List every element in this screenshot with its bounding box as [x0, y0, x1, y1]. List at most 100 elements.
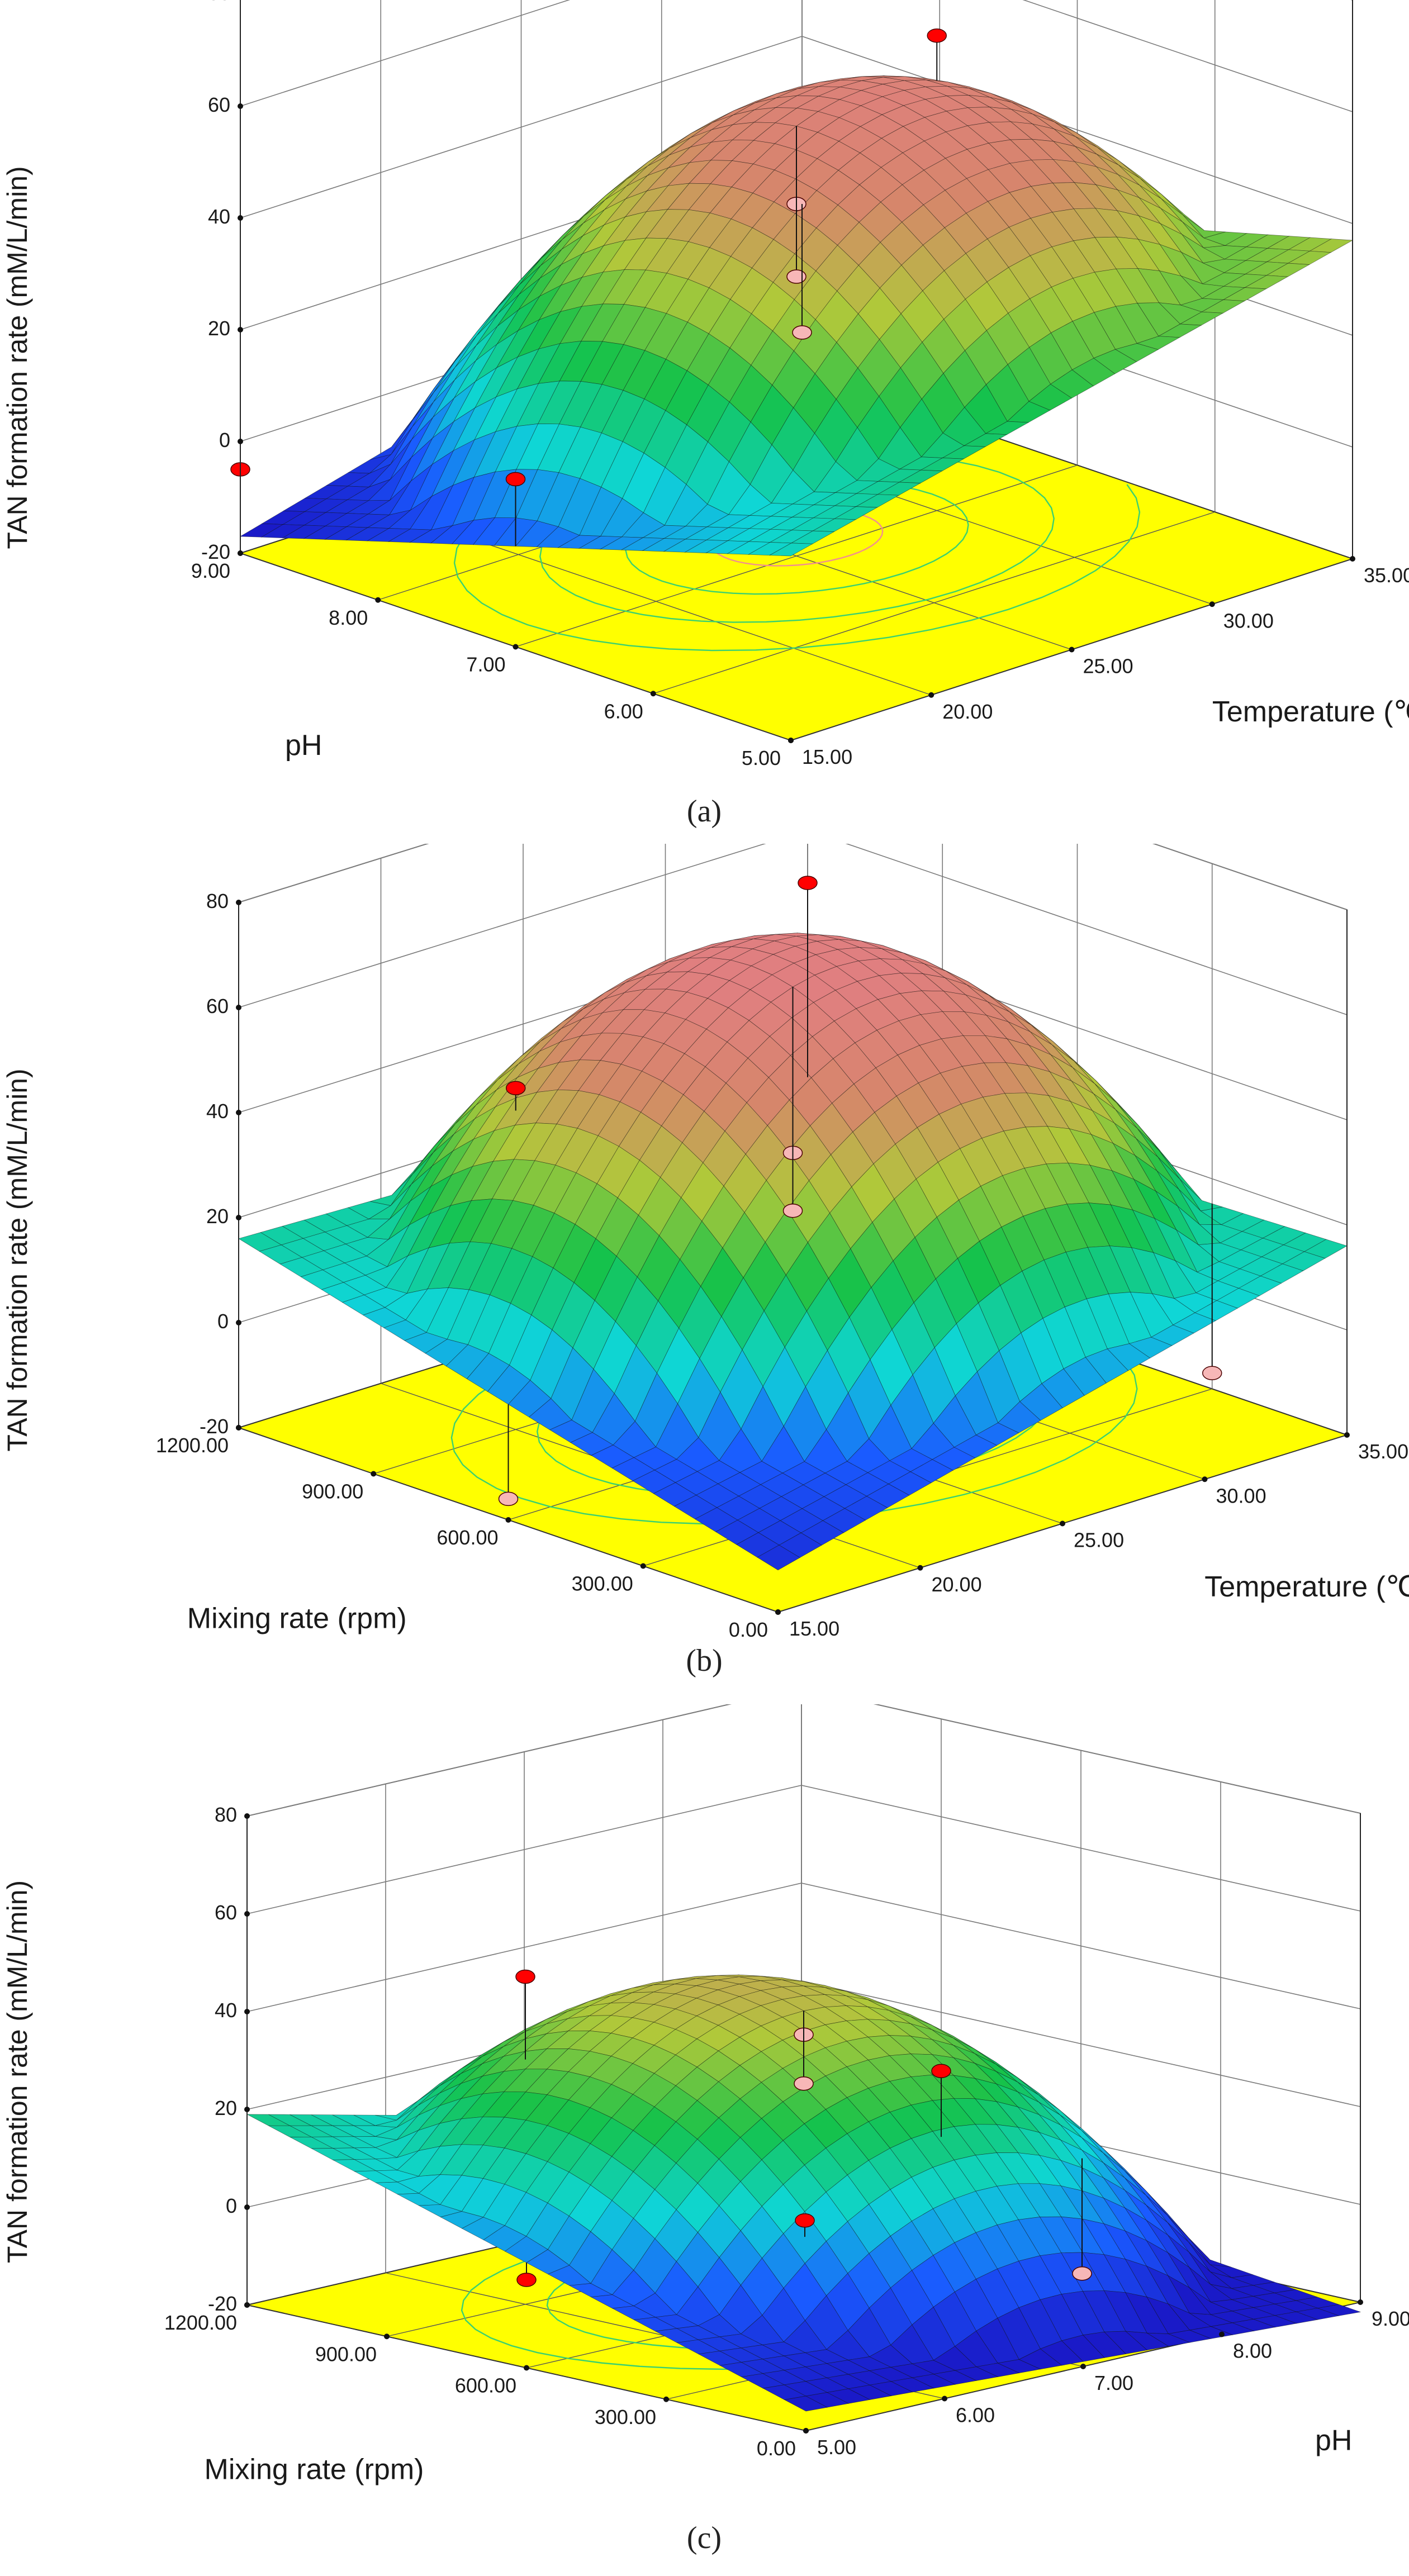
y-tick	[663, 2396, 669, 2402]
z-tick-label: 60	[208, 93, 230, 116]
z-axis: 80 60 40 20 0 -20	[208, 1803, 250, 2315]
x-tick-label: 20.00	[932, 1573, 982, 1596]
design-point	[506, 1081, 526, 1095]
floor-gridline	[515, 464, 1078, 648]
y-tick-label: 6.00	[604, 700, 643, 723]
surface-cell	[784, 2396, 828, 2412]
design-point	[1202, 1366, 1222, 1381]
chart-panel-b: 80 60 40 20 0 -20 TAN formation rate (mM/L/min…	[2, 844, 1409, 1678]
x-tick-label: 15.00	[789, 1617, 839, 1640]
y-tick	[244, 2302, 250, 2308]
y-tick	[371, 1471, 377, 1477]
z-tick-label: 40	[208, 205, 230, 228]
x-tick-label: 35.00	[1364, 564, 1409, 587]
x-axis: 15.00 20.00 25.00 30.00 35.00 Temperature (℃)	[775, 1432, 1409, 1640]
y-tick-label: 900.00	[302, 1480, 363, 1503]
y-tick-label: 0.00	[729, 1618, 768, 1641]
response-surface	[239, 75, 1354, 557]
y-tick	[775, 1609, 781, 1615]
y-tick	[505, 1517, 511, 1523]
design-points	[498, 876, 1222, 1506]
y-tick-label: 0.00	[757, 2437, 796, 2460]
z-tick-label: -20	[208, 2292, 237, 2315]
x-tick-label: 30.00	[1223, 609, 1274, 632]
x-tick-label: 6.00	[956, 2404, 995, 2427]
z-gridline	[238, 844, 1348, 910]
panel-caption: (a)	[687, 794, 722, 829]
surface-cell	[768, 543, 813, 557]
z-tick	[236, 900, 241, 905]
z-tick	[236, 1320, 241, 1325]
x-axis: 5.00 6.00 7.00 8.00 9.00 pH	[803, 2299, 1409, 2459]
y-tick-label: 600.00	[455, 2374, 516, 2397]
design-point	[498, 1491, 519, 1506]
z-gridline	[240, 36, 1353, 224]
chart-panel-a: 80 60 40 20 0 -20 TAN formation rate (mM/L/min…	[2, 0, 1409, 829]
z-tick	[236, 1005, 241, 1010]
response-surface	[246, 1974, 1361, 2412]
x-tick-label: 9.00	[1372, 2307, 1409, 2330]
y-tick	[384, 2333, 390, 2340]
x-tick-label: 25.00	[1074, 1529, 1124, 1552]
x-tick	[1344, 1432, 1350, 1438]
box-edges	[240, 0, 1353, 559]
z-axis: 80 60 40 20 0 -20	[200, 890, 241, 1438]
z-tick-label: 40	[215, 1999, 237, 2022]
z-axis-label: TAN formation rate (mM/L/min)	[2, 1068, 33, 1451]
y-tick	[238, 550, 243, 556]
z-axis-label: TAN formation rate (mM/L/min)	[2, 166, 33, 549]
design-points	[515, 1969, 1092, 2287]
x-tick	[1069, 647, 1075, 653]
x-tick	[1350, 556, 1355, 562]
z-tick-label: -20	[201, 540, 230, 563]
x-tick	[1202, 1476, 1208, 1482]
x-tick	[1209, 601, 1215, 607]
x-tick	[1358, 2299, 1363, 2305]
design-point	[782, 1203, 803, 1218]
x-tick	[1060, 1520, 1065, 1527]
z-tick	[244, 2107, 250, 2112]
chart-panel-c-group: 80 60 40 20 0 -20 TAN formation rate (mM/L/min…	[2, 1704, 1409, 2555]
x-tick-label: 8.00	[1233, 2340, 1272, 2363]
design-point	[931, 2064, 951, 2078]
z-tick	[244, 1911, 250, 1917]
x-tick	[917, 1565, 923, 1571]
z-tick-label: 80	[208, 0, 230, 4]
z-tick-label: 80	[215, 1803, 237, 1826]
z-tick	[236, 1110, 241, 1115]
z-gridline	[246, 1785, 1361, 1914]
y-tick-label: 300.00	[572, 1572, 633, 1595]
z-tick-label: 20	[206, 1205, 229, 1228]
x-tick-label: 15.00	[802, 745, 852, 768]
x-tick	[1219, 2331, 1225, 2337]
y-tick	[236, 1425, 241, 1430]
x-axis: 15.00 20.00 25.00 30.00 35.00 Temperature (℃)	[788, 556, 1409, 768]
y-axis: 5.00 6.00 7.00 8.00 9.00 pH	[191, 550, 794, 769]
x-tick-label: 25.00	[1083, 655, 1133, 678]
z-tick-label: 0	[219, 429, 230, 451]
x-tick-label: 7.00	[1094, 2371, 1133, 2394]
z-tick-label: -20	[200, 1415, 229, 1438]
response-surface	[238, 933, 1348, 1571]
x-tick-label: 5.00	[817, 2436, 856, 2459]
y-tick-label: 300.00	[595, 2406, 656, 2428]
x-tick	[942, 2396, 947, 2402]
surface-cell	[757, 1544, 800, 1571]
z-gridline	[238, 844, 1348, 1015]
z-tick-label: 40	[206, 1100, 229, 1123]
design-point	[927, 28, 947, 43]
z-tick-label: 20	[215, 2097, 237, 2119]
box-edges	[246, 1813, 1361, 2305]
z-axis: 80 60 40 20 0 -20	[201, 0, 243, 563]
design-point	[794, 2076, 814, 2091]
x-tick-label: 20.00	[942, 700, 993, 723]
panel-caption: (c)	[687, 2521, 722, 2555]
y-tick-label: 1200.00	[164, 2311, 237, 2334]
design-point	[795, 2213, 815, 2228]
y-tick	[513, 644, 519, 650]
chart-panel-b-group: 80 60 40 20 0 -20 TAN formation rate (mM/L/min…	[2, 844, 1409, 1678]
y-tick-label: 900.00	[315, 2342, 377, 2365]
x-axis-label: pH	[1315, 2424, 1352, 2456]
y-tick-label: 600.00	[437, 1526, 498, 1549]
z-tick-label: 60	[215, 1901, 237, 1924]
